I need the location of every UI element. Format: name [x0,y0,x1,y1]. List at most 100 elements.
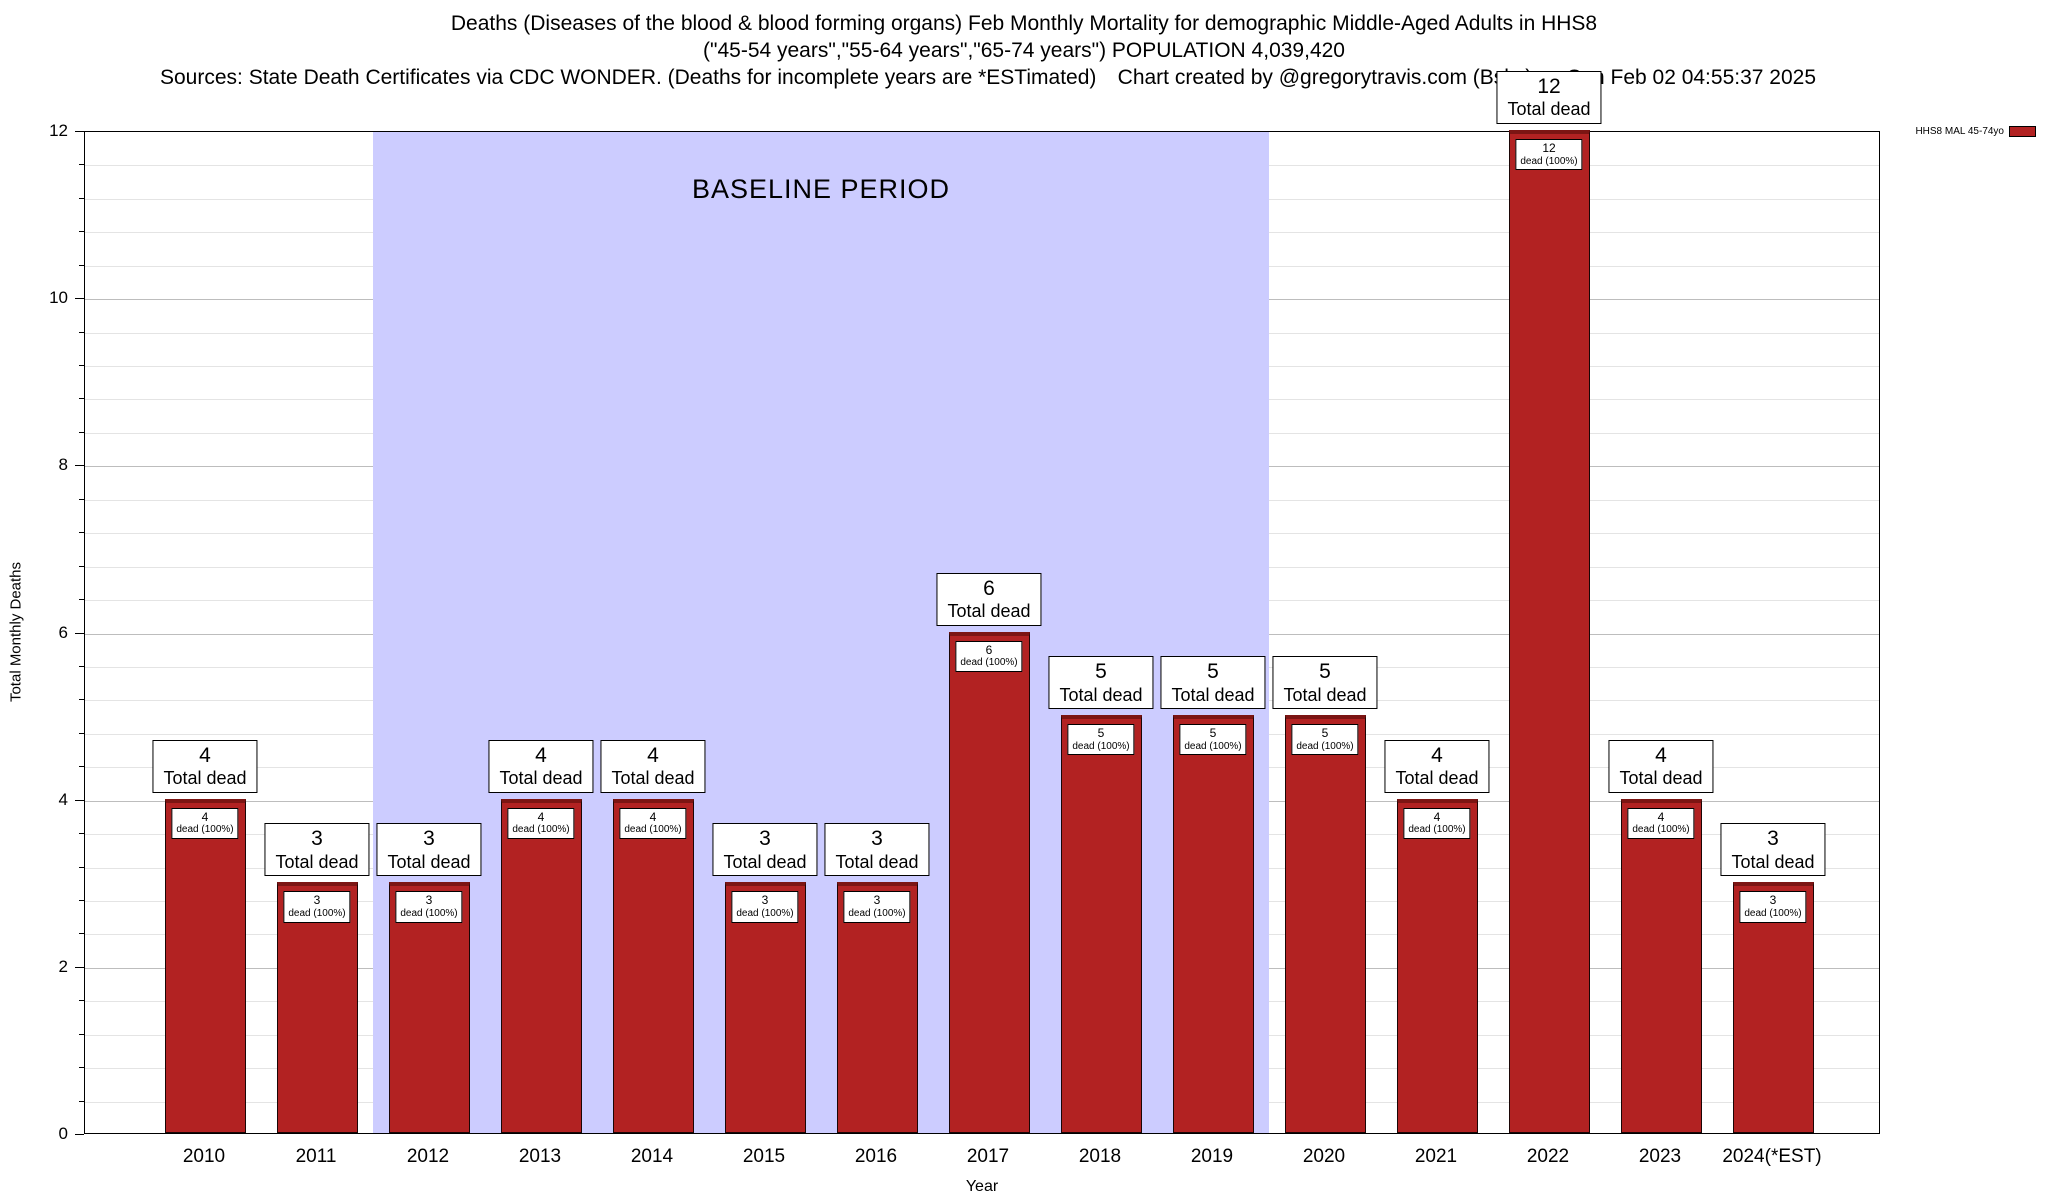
y-tick-mark [79,599,84,601]
x-tick-label: 2012 [406,1146,450,1167]
y-tick-mark [75,632,84,634]
bar-total-label: 4 Total dead [1608,739,1714,793]
bar-total-value: 4 [199,743,211,767]
bar-total-label: 3 Total dead [712,823,818,877]
x-tick-label: 2023 [1638,1146,1682,1167]
y-tick-label: 2 [58,956,68,976]
y-tick-mark [79,899,84,901]
x-tick-label: 2019 [1190,1146,1234,1167]
y-tick-label: 0 [58,1124,68,1143]
y-tick-mark [75,131,84,132]
bar-total-value: 3 [1767,827,1779,851]
bar-inner-value: 4 [1433,809,1441,824]
bar-inner-value: 3 [761,893,769,908]
y-tick-label: 6 [58,622,68,642]
bar-total-label: 6 Total dead [936,572,1042,626]
chart-subtitle: ("45-54 years","55-64 years","65-74 year… [703,39,1345,62]
chart-title: Deaths (Diseases of the blood & blood fo… [450,12,1598,35]
bar-inner-text: dead (100%) [1632,824,1690,836]
bar-inner-value: 3 [425,893,433,908]
x-tick-label: 2021 [1414,1146,1458,1167]
bar-inner-value: 3 [313,893,321,908]
bar-total-text: Total dead [1619,768,1703,789]
x-tick-label: 2016 [854,1146,898,1167]
y-tick-mark [79,699,84,701]
y-tick-mark [79,197,84,199]
y-tick-mark [75,966,84,968]
bar-total-text: Total dead [163,768,247,789]
bar-total-label: 3 Total dead [264,823,370,877]
bar-2011: 3 dead (100%) [276,882,358,1133]
bar-total-value: 5 [1207,660,1219,684]
bar-total-label: 4 Total dead [152,739,258,793]
bar-total-value: 4 [1431,743,1443,767]
bar-total-value: 4 [535,743,547,767]
bar-total-value: 5 [1095,660,1107,684]
y-tick-mark [79,565,84,567]
x-tick-label: 2013 [518,1146,562,1167]
y-tick-mark [75,298,84,300]
bar-2019: 5 dead (100%) [1172,715,1254,1133]
bar-inner-text: dead (100%) [1072,740,1130,752]
y-tick-mark [79,1000,84,1002]
y-tick-mark [79,665,84,667]
bar-inner-label: 5 dead (100%) [1179,724,1247,756]
bar-inner-text: dead (100%) [400,908,458,920]
x-tick-label: 2018 [1078,1146,1122,1167]
y-tick-mark [79,833,84,835]
bar-2015: 3 dead (100%) [724,882,806,1133]
bar-total-text: Total dead [947,600,1031,621]
y-tick-mark [79,1067,84,1069]
bar-2023: 4 dead (100%) [1620,798,1702,1133]
bar-inner-text: dead (100%) [288,908,346,920]
bar-inner-text: dead (100%) [960,657,1018,669]
bar-inner-value: 12 [1542,141,1556,155]
bar-inner-value: 5 [1321,726,1329,741]
x-tick-label: 2014 [630,1146,674,1167]
bar-inner-value: 4 [537,809,545,824]
bar-2016: 3 dead (100%) [836,882,918,1133]
bar-total-value: 3 [871,827,883,851]
chart-credit: Chart created by @gregorytravis.com (Bsk… [1117,66,1816,89]
legend-label: HHS8 MAL 45-74yo [1915,126,2004,137]
bar-inner-label: 4 dead (100%) [507,807,575,839]
bar-total-value: 12 [1537,75,1561,99]
bar-inner-text: dead (100%) [512,824,570,836]
y-tick-mark [79,231,84,233]
bar-total-label: 4 Total dead [600,739,706,793]
y-tick-label: 8 [58,455,68,475]
bar-inner-label: 12 dead (100%) [1515,139,1583,171]
bar-inner-label: 3 dead (100%) [731,891,799,923]
y-tick-label: 10 [49,288,68,308]
bar-2022: 12 dead (100%) [1508,130,1590,1133]
bar-inner-label: 4 dead (100%) [1627,807,1695,839]
y-tick-mark [79,766,84,768]
x-tick-label: 2024(*EST) [1722,1146,1822,1167]
bar-inner-label: 3 dead (100%) [1739,891,1807,923]
bar-inner-text: dead (100%) [1520,155,1578,167]
bar-inner-label: 5 dead (100%) [1067,724,1135,756]
bar-inner-value: 4 [1657,809,1665,824]
bar-inner-text: dead (100%) [848,908,906,920]
bar-inner-value: 4 [201,809,209,824]
x-tick-label: 2017 [966,1146,1010,1167]
bar-total-label: 3 Total dead [824,823,930,877]
y-tick-label: 12 [49,121,68,140]
bar-total-label: 12 Total dead [1496,71,1602,124]
y-tick-label: 4 [58,789,68,809]
bar-total-text: Total dead [611,768,695,789]
y-tick-mark [79,532,84,534]
bar-inner-label: 6 dead (100%) [955,640,1023,672]
bar-inner-value: 5 [1209,726,1217,741]
y-tick-mark [79,264,84,266]
bar-total-label: 3 Total dead [1720,823,1826,877]
bar-total-text: Total dead [1283,684,1367,705]
bar-2010: 4 dead (100%) [164,798,246,1133]
y-tick-mark [75,799,84,801]
bar-inner-label: 4 dead (100%) [1403,807,1471,839]
bar-total-text: Total dead [1059,684,1143,705]
bar-inner-value: 6 [985,642,993,657]
bar-inner-value: 5 [1097,726,1105,741]
bar-total-text: Total dead [387,851,471,872]
y-tick-mark [79,933,84,935]
